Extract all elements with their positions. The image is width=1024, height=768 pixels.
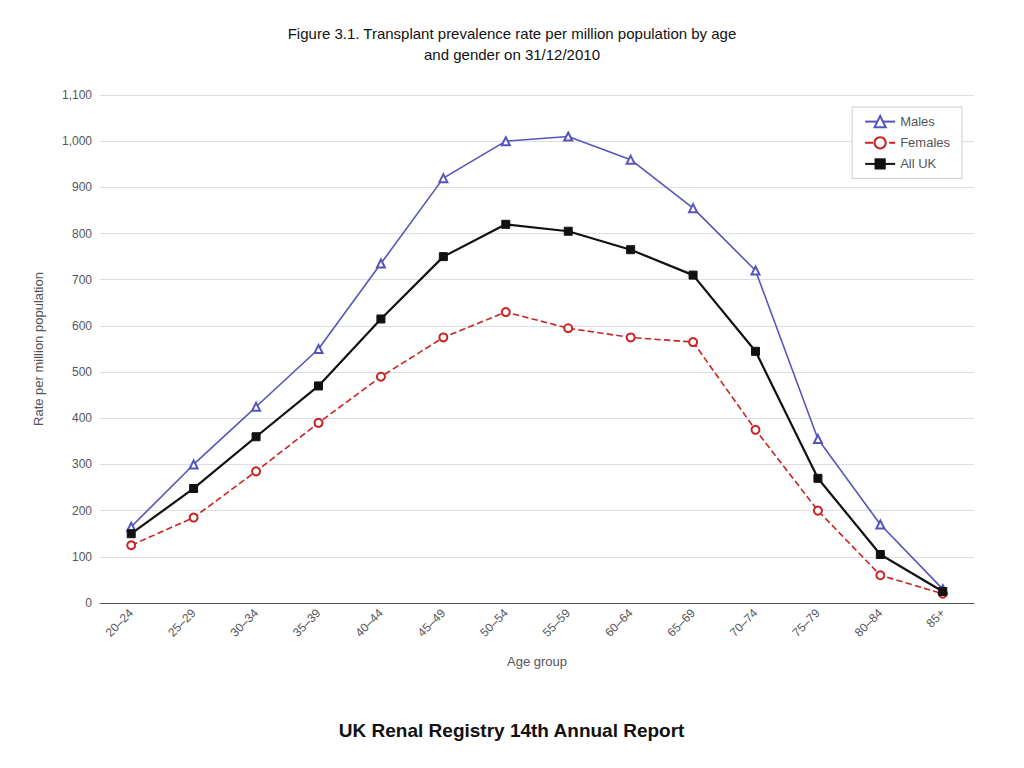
- svg-text:60–64: 60–64: [602, 606, 636, 640]
- svg-text:700: 700: [72, 273, 92, 287]
- svg-text:200: 200: [72, 504, 92, 518]
- svg-text:Males: Males: [900, 114, 935, 129]
- svg-text:55–59: 55–59: [540, 606, 574, 640]
- svg-text:500: 500: [72, 365, 92, 379]
- svg-text:UK Renal Registry 14th Annual: UK Renal Registry 14th Annual Report: [339, 720, 685, 741]
- svg-text:45–49: 45–49: [415, 606, 449, 640]
- svg-text:35–39: 35–39: [290, 606, 324, 640]
- svg-text:30–34: 30–34: [228, 606, 262, 640]
- svg-text:65–69: 65–69: [665, 606, 699, 640]
- svg-text:Rate per million population: Rate per million population: [31, 272, 46, 426]
- svg-text:80–84: 80–84: [852, 606, 886, 640]
- svg-text:85+: 85+: [923, 606, 947, 630]
- svg-text:600: 600: [72, 319, 92, 333]
- svg-text:300: 300: [72, 457, 92, 471]
- svg-text:900: 900: [72, 180, 92, 194]
- svg-text:50–54: 50–54: [477, 606, 511, 640]
- svg-text:1,100: 1,100: [62, 88, 92, 102]
- svg-text:100: 100: [72, 550, 92, 564]
- svg-text:All UK: All UK: [900, 156, 936, 171]
- svg-text:1,000: 1,000: [62, 134, 92, 148]
- svg-text:40–44: 40–44: [352, 606, 386, 640]
- svg-text:20–24: 20–24: [103, 606, 137, 640]
- svg-text:400: 400: [72, 411, 92, 425]
- svg-text:Females: Females: [900, 135, 950, 150]
- svg-text:0: 0: [85, 596, 92, 610]
- svg-text:800: 800: [72, 227, 92, 241]
- svg-text:25–29: 25–29: [165, 606, 199, 640]
- svg-text:and gender on 31/12/2010: and gender on 31/12/2010: [424, 46, 600, 63]
- svg-text:Figure 3.1. Transplant prevale: Figure 3.1. Transplant prevalence rate p…: [288, 25, 737, 42]
- svg-text:Age group: Age group: [507, 654, 567, 669]
- svg-text:70–74: 70–74: [727, 606, 761, 640]
- svg-text:75–79: 75–79: [789, 606, 823, 640]
